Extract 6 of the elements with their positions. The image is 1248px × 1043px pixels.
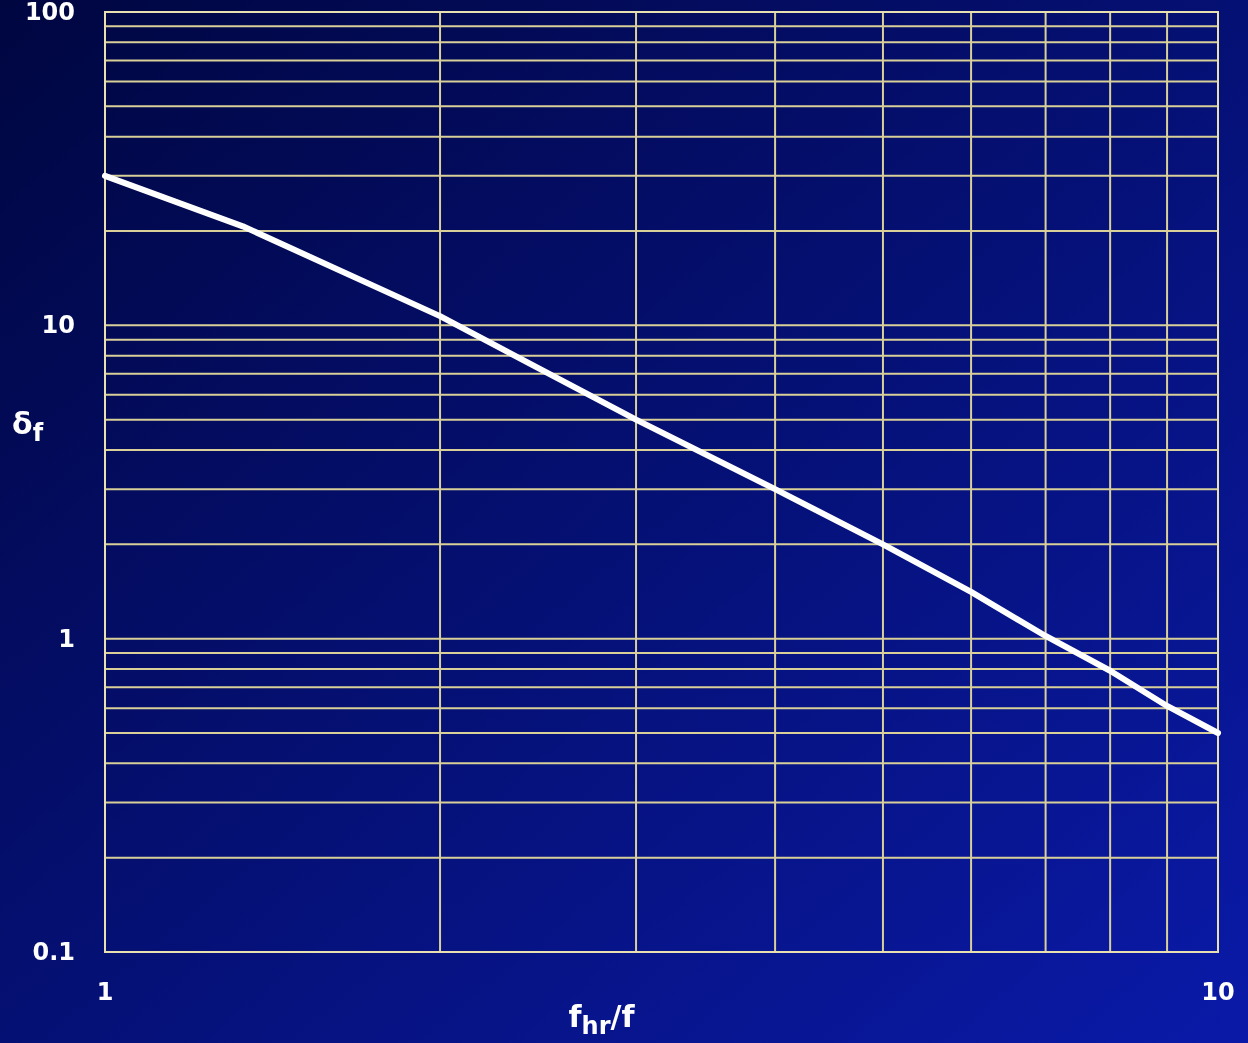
- y-axis-title: δ$_{f}$: [12, 405, 44, 448]
- y-tick-label: 100: [24, 0, 75, 26]
- y-tick-label: 0.1: [32, 938, 75, 966]
- x-axis-title: f$_{hr}$/f: [568, 999, 636, 1041]
- y-tick-label: 1: [58, 624, 75, 653]
- y-tick-label: 10: [41, 311, 75, 340]
